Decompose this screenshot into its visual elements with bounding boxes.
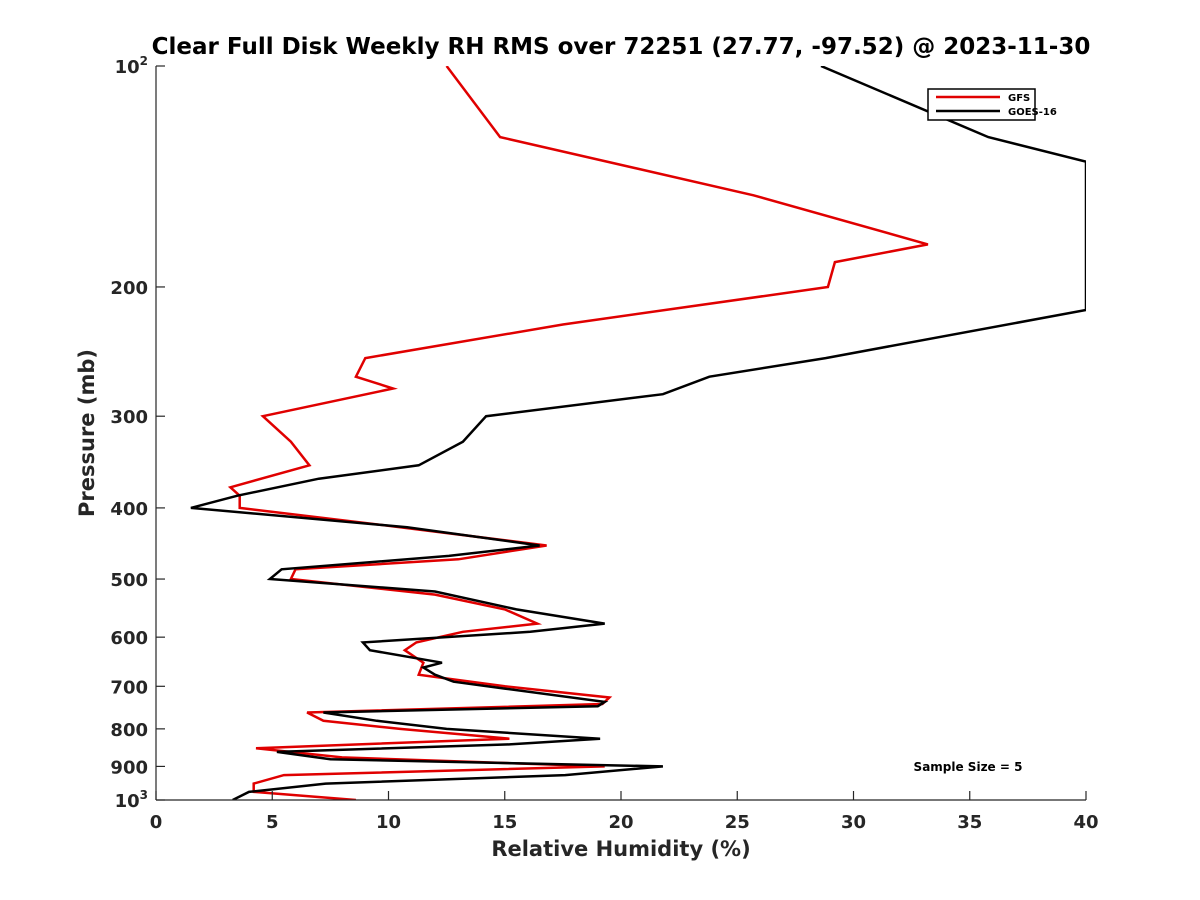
plot-area: 0 5 10 15 20 25 30 35 40 102 200 300 400 500 600 700 80…	[110, 54, 1098, 833]
x-tick-label: 20	[608, 812, 633, 833]
y-tick-label: 103	[115, 788, 148, 812]
x-tick-label: 10	[376, 812, 401, 833]
x-tick-label: 40	[1073, 812, 1098, 833]
x-tick-label: 30	[841, 812, 866, 833]
y-ticks: 102 200 300 400 500 600 700 800 900 103	[110, 54, 165, 812]
legend: GFS GOES-16	[927, 88, 1057, 121]
y-axis-label: Pressure (mb)	[75, 349, 99, 517]
y-tick-label: 300	[110, 407, 148, 428]
x-tick-label: 15	[492, 812, 517, 833]
legend-label-gfs: GFS	[1008, 93, 1030, 104]
x-tick-label: 0	[150, 812, 163, 833]
series-line-goes16	[190, 66, 1086, 800]
plot-background	[156, 66, 1086, 800]
legend-box	[927, 88, 1036, 121]
x-ticks: 0 5 10 15 20 25 30 35 40	[150, 791, 1099, 833]
x-axis-label: Relative Humidity (%)	[491, 837, 750, 861]
chart-title: Clear Full Disk Weekly RH RMS over 72251…	[152, 34, 1091, 60]
series-layer	[190, 66, 1086, 800]
y-tick-label: 600	[110, 628, 148, 649]
y-tick-label: 400	[110, 499, 148, 520]
x-tick-label: 25	[725, 812, 750, 833]
y-tick-label: 800	[110, 720, 148, 741]
series-line-gfs	[227, 66, 929, 800]
x-tick-label: 5	[266, 812, 279, 833]
legend-label-goes16: GOES-16	[1008, 107, 1057, 118]
y-tick-label: 700	[110, 677, 148, 698]
y-tick-label: 500	[110, 570, 148, 591]
y-tick-label: 900	[110, 757, 148, 778]
y-tick-label: 102	[115, 54, 148, 78]
y-tick-label: 200	[110, 278, 148, 299]
sample-size-annotation: Sample Size = 5	[914, 760, 1023, 774]
x-tick-label: 35	[957, 812, 982, 833]
